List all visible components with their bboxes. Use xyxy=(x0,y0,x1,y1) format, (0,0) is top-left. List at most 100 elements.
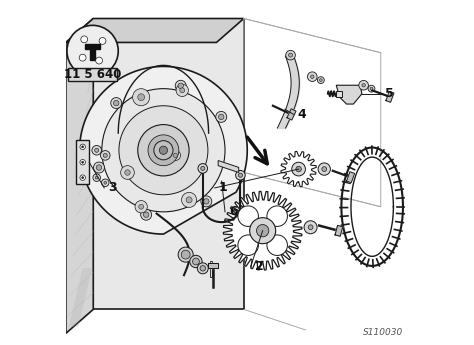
Text: S110030: S110030 xyxy=(363,328,403,337)
Circle shape xyxy=(318,77,324,83)
Circle shape xyxy=(173,153,177,157)
Circle shape xyxy=(186,197,192,203)
Circle shape xyxy=(292,162,305,176)
Circle shape xyxy=(198,164,208,173)
Circle shape xyxy=(81,36,88,43)
Text: 4: 4 xyxy=(298,108,306,121)
Circle shape xyxy=(119,106,208,195)
Circle shape xyxy=(93,162,104,173)
Circle shape xyxy=(308,225,313,230)
Text: 3: 3 xyxy=(109,181,117,194)
Circle shape xyxy=(201,196,212,207)
Circle shape xyxy=(310,75,314,78)
Circle shape xyxy=(141,209,152,220)
Circle shape xyxy=(219,114,224,120)
Circle shape xyxy=(92,146,101,155)
Circle shape xyxy=(180,88,185,93)
Circle shape xyxy=(267,235,287,255)
Circle shape xyxy=(216,111,227,122)
Circle shape xyxy=(197,263,208,274)
Circle shape xyxy=(256,225,269,237)
Circle shape xyxy=(308,72,317,81)
Circle shape xyxy=(99,38,106,45)
Polygon shape xyxy=(93,19,244,309)
Circle shape xyxy=(170,150,181,160)
Circle shape xyxy=(80,144,85,150)
Circle shape xyxy=(139,204,144,209)
Circle shape xyxy=(154,141,173,160)
Circle shape xyxy=(104,181,107,184)
Polygon shape xyxy=(218,160,239,172)
Circle shape xyxy=(96,165,102,170)
Circle shape xyxy=(144,212,149,217)
Circle shape xyxy=(82,146,84,148)
Circle shape xyxy=(190,255,202,268)
Text: 2: 2 xyxy=(255,260,264,273)
Circle shape xyxy=(201,166,205,170)
Polygon shape xyxy=(336,85,362,104)
Circle shape xyxy=(289,53,292,57)
Circle shape xyxy=(67,25,118,77)
Circle shape xyxy=(362,83,365,87)
Circle shape xyxy=(138,94,145,101)
Circle shape xyxy=(133,89,150,106)
Circle shape xyxy=(80,159,85,165)
Polygon shape xyxy=(76,140,89,185)
Circle shape xyxy=(238,173,243,177)
Circle shape xyxy=(79,54,86,61)
Circle shape xyxy=(102,89,225,212)
Text: 11 5 640: 11 5 640 xyxy=(64,68,121,81)
Circle shape xyxy=(319,79,322,81)
Circle shape xyxy=(200,266,206,271)
Polygon shape xyxy=(346,172,355,183)
Circle shape xyxy=(236,170,245,180)
Circle shape xyxy=(148,135,179,166)
Circle shape xyxy=(182,193,197,207)
Circle shape xyxy=(101,179,109,187)
Circle shape xyxy=(368,85,375,92)
Circle shape xyxy=(111,98,122,109)
Bar xyxy=(68,68,117,81)
Circle shape xyxy=(82,161,84,163)
Polygon shape xyxy=(66,19,244,42)
Circle shape xyxy=(178,83,183,89)
Polygon shape xyxy=(386,91,394,102)
Text: 6: 6 xyxy=(229,205,238,218)
Circle shape xyxy=(100,151,110,160)
Circle shape xyxy=(238,206,258,226)
Circle shape xyxy=(176,84,188,97)
Polygon shape xyxy=(208,263,218,268)
Circle shape xyxy=(178,247,193,262)
Circle shape xyxy=(286,50,295,60)
Circle shape xyxy=(159,146,167,154)
Circle shape xyxy=(103,153,107,157)
Polygon shape xyxy=(85,44,100,60)
Polygon shape xyxy=(281,151,316,187)
Circle shape xyxy=(203,199,209,204)
Circle shape xyxy=(125,170,130,175)
Circle shape xyxy=(82,177,84,179)
Circle shape xyxy=(322,167,327,171)
Bar xyxy=(210,262,212,277)
Circle shape xyxy=(93,174,100,181)
Circle shape xyxy=(121,166,134,179)
Circle shape xyxy=(175,80,186,91)
Bar xyxy=(336,91,342,97)
Circle shape xyxy=(267,206,287,226)
Polygon shape xyxy=(66,19,93,333)
Text: 5: 5 xyxy=(385,87,393,100)
Circle shape xyxy=(296,166,301,172)
Circle shape xyxy=(135,200,147,213)
Circle shape xyxy=(95,148,99,152)
Circle shape xyxy=(359,80,368,90)
Circle shape xyxy=(250,218,276,244)
Circle shape xyxy=(238,235,258,255)
Circle shape xyxy=(80,175,85,180)
Polygon shape xyxy=(223,191,302,270)
Circle shape xyxy=(96,57,102,64)
Polygon shape xyxy=(80,67,247,234)
Circle shape xyxy=(181,250,190,259)
Circle shape xyxy=(304,221,317,234)
Circle shape xyxy=(138,125,189,176)
Polygon shape xyxy=(287,109,296,120)
